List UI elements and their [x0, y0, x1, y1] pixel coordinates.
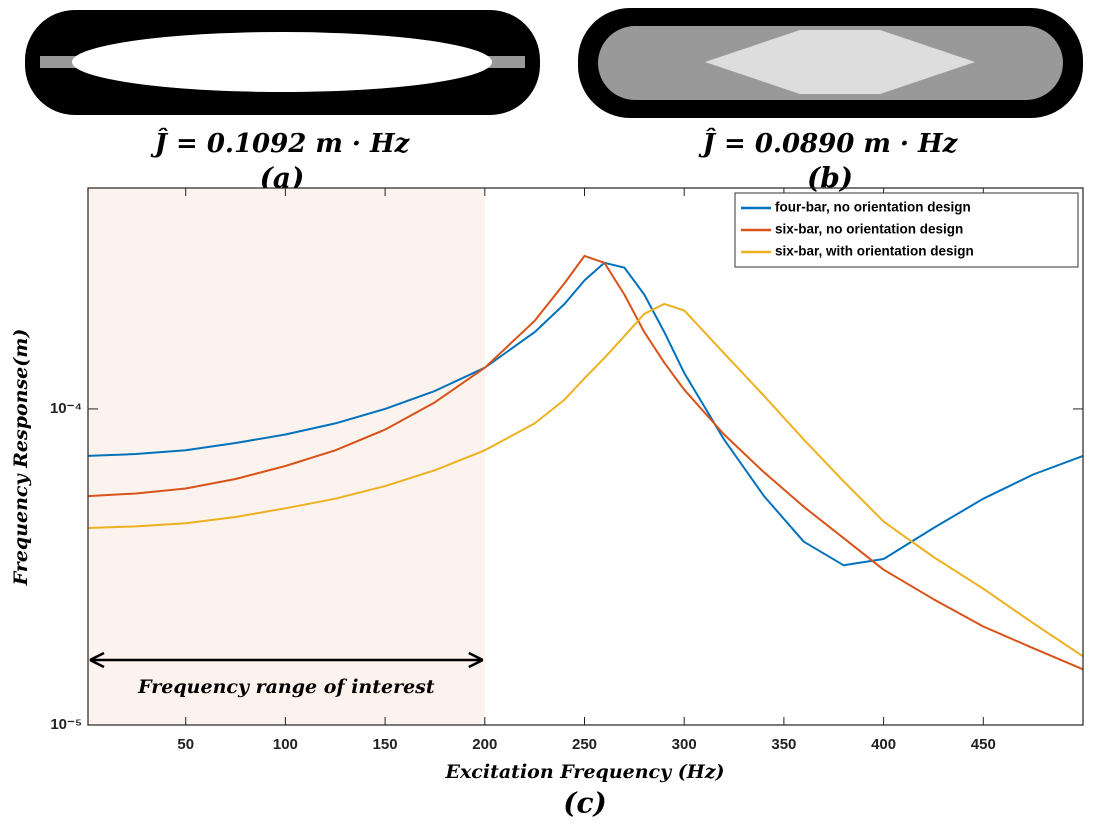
x-tick-label: 200 [472, 736, 497, 753]
panel-label: (b) [807, 162, 853, 195]
x-tick-label: 300 [672, 736, 697, 753]
x-tick-label: 250 [572, 736, 597, 753]
y-tick-label: 10⁻⁵ [50, 716, 82, 733]
arrow-head [89, 651, 105, 669]
annotation: Frequency range of interest [137, 676, 435, 698]
y-tick-label: 10⁻⁴ [50, 400, 82, 417]
highlight-region [88, 188, 485, 725]
arrow-head [468, 651, 484, 669]
caption-a: Ĵ = 0.1092 m · Hz [150, 127, 411, 159]
x-tick-label: 450 [971, 736, 996, 753]
plot-frame [87, 187, 1084, 726]
y-axis-label: Frequency Response(m) [10, 329, 32, 587]
legend-label: six-bar, with orientation design [775, 244, 974, 259]
structure-b [578, 8, 1083, 118]
x-tick-label: 50 [177, 736, 194, 753]
legend-box [734, 192, 1079, 268]
series-line [87, 254, 1084, 671]
legend-label: six-bar, no orientation design [775, 222, 963, 237]
x-tick-label: 150 [373, 736, 398, 753]
x-axis-label: Excitation Frequency (Hz) [445, 761, 725, 783]
legend-label: four-bar, no orientation design [775, 200, 971, 215]
x-tick-label: 100 [273, 736, 298, 753]
panel-label: (c) [563, 787, 607, 820]
caption-b: Ĵ = 0.0890 m · Hz [698, 127, 959, 159]
series-line [87, 302, 1084, 658]
x-tick-label: 400 [871, 736, 896, 753]
series-line [87, 261, 1084, 567]
structure-a [25, 10, 540, 115]
x-tick-label: 350 [771, 736, 796, 753]
